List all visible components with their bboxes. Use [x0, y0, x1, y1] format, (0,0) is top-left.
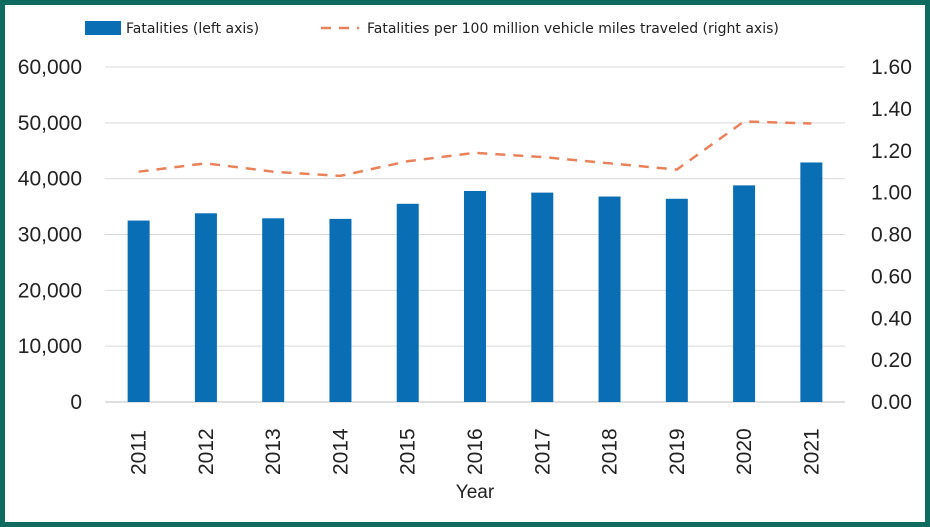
right-tick-label: 0.80	[871, 224, 912, 247]
left-tick-label: 50,000	[18, 112, 82, 135]
bar-series	[127, 162, 823, 402]
bar-2014	[329, 218, 352, 402]
right-tick-label: 0.20	[871, 349, 912, 372]
bar-2020	[733, 185, 756, 402]
right-tick-label: 1.60	[871, 56, 912, 79]
x-axis-ticks: 2011 2012 2013 2014 2015 2016 2017 2018 2019 2020…	[128, 428, 824, 475]
bar-2016	[464, 190, 486, 402]
legend-swatch-bar	[85, 21, 121, 35]
bar-2017	[531, 192, 554, 402]
x-tick-label: 2014	[329, 428, 352, 475]
line-series	[138, 120, 812, 178]
legend-label-line: Fatalities per 100 million vehicle miles…	[367, 21, 779, 37]
bar-2021	[800, 162, 823, 402]
x-tick-label: 2018	[599, 428, 622, 475]
rate-line	[138, 120, 812, 178]
x-tick-label: 2015	[397, 428, 420, 475]
left-tick-label: 0	[70, 391, 82, 414]
right-tick-label: 0.60	[871, 265, 912, 288]
right-tick-label: 0.00	[871, 391, 912, 414]
left-tick-label: 40,000	[18, 168, 82, 191]
right-axis-ticks: 0.00 0.20 0.40 0.60 0.80 1.00 1.20 1.40 1.60	[871, 56, 912, 414]
right-tick-label: 1.00	[871, 182, 912, 205]
bar-2019	[665, 198, 688, 402]
right-tick-label: 1.20	[871, 140, 912, 163]
bar-2018	[598, 196, 621, 402]
x-tick-label: 2017	[531, 428, 554, 475]
bar-2011	[127, 220, 150, 402]
left-tick-label: 30,000	[18, 224, 82, 247]
bar-2013	[262, 218, 285, 402]
legend-label-bar: Fatalities (left axis)	[126, 21, 259, 37]
x-axis-title: Year	[456, 482, 495, 503]
left-axis-ticks: 0 10,000 20,000 30,000 40,000 50,000 60,000	[18, 56, 82, 414]
left-tick-label: 10,000	[18, 335, 82, 358]
combo-chart: 0 10,000 20,000 30,000 40,000 50,000 60,000 0.…	[18, 21, 912, 503]
left-tick-label: 60,000	[18, 56, 82, 79]
bar-2015	[396, 203, 419, 402]
x-tick-label: 2021	[800, 428, 823, 475]
right-tick-label: 1.40	[871, 98, 912, 121]
x-tick-label: 2020	[733, 428, 756, 475]
legend: Fatalities (left axis) Fatalities per 10…	[85, 21, 779, 37]
x-tick-label: 2016	[464, 428, 487, 475]
left-tick-label: 20,000	[18, 279, 82, 302]
x-tick-label: 2019	[666, 428, 689, 475]
bar-2012	[194, 213, 217, 402]
right-tick-label: 0.40	[871, 307, 912, 330]
x-tick-label: 2011	[128, 430, 151, 475]
x-tick-label: 2012	[195, 428, 218, 475]
x-tick-label: 2013	[262, 428, 285, 475]
